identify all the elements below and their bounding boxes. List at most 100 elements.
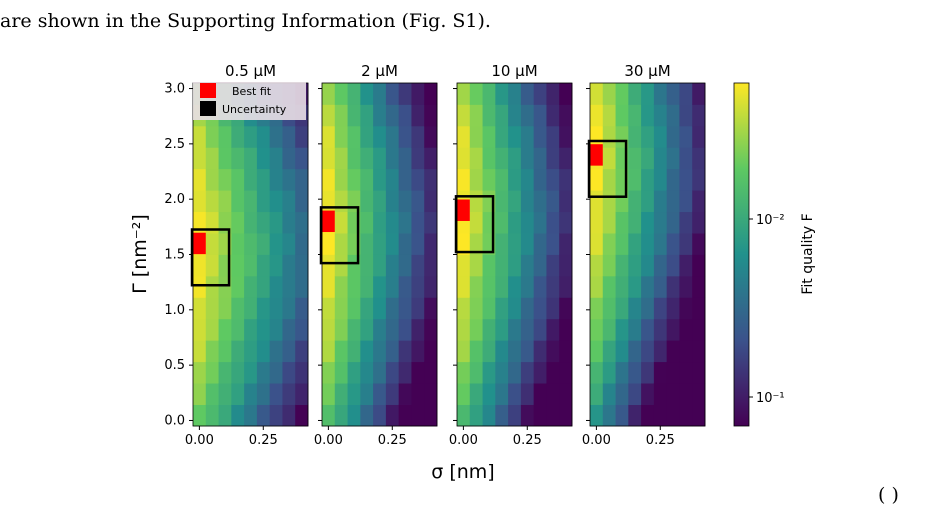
heatmap-cell [373,125,387,148]
heatmap-cell [679,297,693,320]
heatmap-cell [231,147,245,170]
heatmap-cell [666,318,680,341]
heatmap-cell [193,275,207,298]
heatmap-cell [360,104,374,127]
heatmap-cell [360,340,374,363]
heatmap-cell [469,340,483,363]
heatmap-cell [457,297,471,320]
y-tick-label: 0.0 [164,413,185,428]
heatmap-cell [590,383,604,405]
heatmap-cell [615,275,629,298]
heatmap-cell [495,254,509,277]
heatmap-cell [482,297,496,320]
axis-ticks: 0.00 0.25 0.0 0.5 1.0 1.5 2.0 2.5 3.0 0.00 0.25 0.0… [164,82,674,448]
heatmap-cell [546,383,560,405]
heatmap-cell [347,275,361,298]
heatmap-cell [641,404,655,427]
heatmap-cell [653,275,668,298]
heatmap-cell [347,340,361,363]
heatmap-cell [193,211,207,234]
heatmap-cell [457,168,471,191]
heatmap-cell [469,104,483,127]
heatmap-cell [360,254,374,277]
heatmap-cell [424,340,438,363]
heatmap-cell [322,297,336,320]
heatmap-cell [559,297,573,320]
heatmap-cell [193,340,207,363]
heatmap-cell [398,168,412,191]
heatmap-cell [533,83,547,105]
heatmap-cell [269,254,283,277]
heatmap-cell [457,275,471,298]
legend: Best fit Uncertainty [193,82,306,120]
heatmap-cell [679,211,693,234]
cut-off-text-fragment: ( ) [878,484,899,506]
heatmap-cell [559,275,573,298]
heatmap-cell [244,168,258,191]
heatmap-cell [469,211,483,234]
heatmap-cell [615,297,629,320]
heatmap-cell [508,211,522,234]
heatmap-cell [424,254,438,277]
heatmap-cell [679,383,693,405]
heatmap-cell [360,168,374,191]
heatmap-cell [385,147,400,170]
heatmap-cell [334,125,348,148]
heatmap-cell [495,190,509,213]
heatmap-cell [666,83,680,105]
heatmap-cell [347,147,361,170]
heatmap-cell [666,361,680,384]
heatmap-cell [692,275,706,298]
heatmap-cell [193,190,207,213]
heatmap-cell [385,275,400,298]
uncertainty-outline [319,206,360,265]
heatmap-cell [641,83,655,105]
heatmap-cell [231,383,245,405]
heatmap-cell [360,297,374,320]
heatmap-cell [269,361,283,384]
heatmap-cell [205,318,219,341]
heatmap-cell [533,125,547,148]
heatmap-cell [692,254,706,277]
heatmap-cell [628,211,642,234]
heatmap-cell [424,233,438,255]
heatmap-cell [231,168,245,191]
heatmap-cell [546,361,560,384]
heatmap-cell [615,211,629,234]
y-tick-label: 2.5 [164,137,185,152]
heatmap-cell [508,168,522,191]
heatmap-cell [347,383,361,405]
heatmap-cell [520,361,535,384]
heatmap-cell [508,147,522,170]
best-fit-marker [457,199,470,221]
heatmap-cell [347,104,361,127]
heatmap-cell [322,125,336,148]
heatmap-cell [334,147,348,170]
heatmap-cell [559,318,573,341]
heatmap-cell [628,254,642,277]
heatmap-cell [398,190,412,213]
heatmap-cell [679,254,693,277]
heatmap-cell [218,147,232,170]
heatmap-cell [334,404,348,427]
heatmap-cell [692,190,706,213]
heatmap-cell [411,125,425,148]
heatmap-cell [602,361,616,384]
heatmap-cell [205,168,219,191]
heatmap-cell [256,340,271,363]
heatmap-cell [424,125,438,148]
heatmap-cell [295,168,309,191]
heatmap-cell [360,275,374,298]
heatmap-cell [602,254,616,277]
heatmap-cell [546,404,560,427]
heatmap-cell [533,233,547,255]
heatmap-cell [469,275,483,298]
x-tick-label: 0.00 [314,433,343,448]
heatmap-cell [628,168,642,191]
heatmap-cell [373,361,387,384]
heatmap-cell [653,297,668,320]
heatmap-cell [457,361,471,384]
heatmap-cell [679,168,693,191]
heatmap-cell [520,404,535,427]
